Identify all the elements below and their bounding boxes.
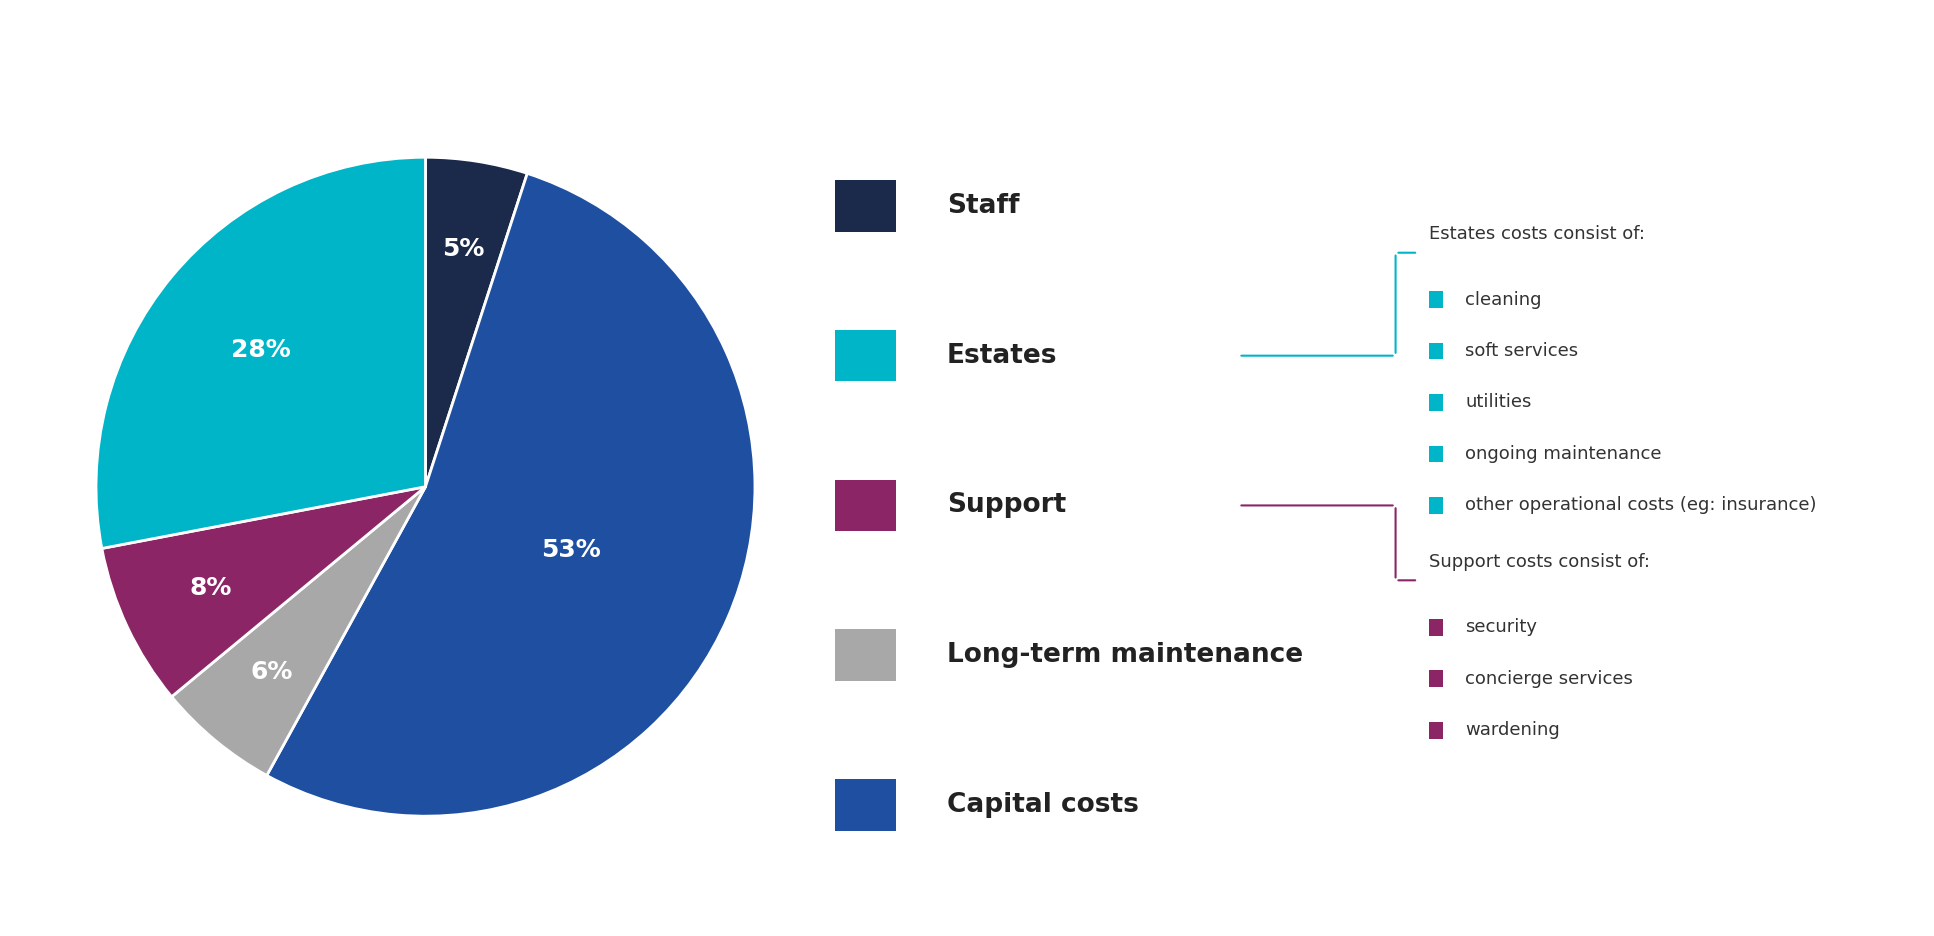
Wedge shape bbox=[172, 487, 425, 775]
Text: Staff: Staff bbox=[948, 193, 1019, 219]
Bar bbox=[835, 479, 897, 531]
Text: soft services: soft services bbox=[1466, 342, 1578, 360]
Text: What does my rent pay for?: What does my rent pay for? bbox=[501, 63, 1046, 96]
Bar bbox=[835, 629, 897, 681]
Text: 8%: 8% bbox=[190, 576, 232, 600]
Text: cleaning: cleaning bbox=[1466, 290, 1541, 309]
Text: Capital costs: Capital costs bbox=[948, 792, 1139, 818]
Text: other operational costs (eg: insurance): other operational costs (eg: insurance) bbox=[1466, 496, 1816, 515]
Bar bbox=[1429, 291, 1443, 308]
Text: 28%: 28% bbox=[230, 338, 290, 362]
Text: 53%: 53% bbox=[542, 537, 600, 562]
Text: Estates costs consist of:: Estates costs consist of: bbox=[1429, 226, 1646, 243]
Wedge shape bbox=[267, 173, 754, 816]
Wedge shape bbox=[425, 157, 528, 487]
Bar bbox=[835, 779, 897, 831]
Text: ongoing maintenance: ongoing maintenance bbox=[1466, 445, 1661, 463]
Text: 6%: 6% bbox=[251, 660, 294, 684]
Bar bbox=[1429, 343, 1443, 359]
Text: concierge services: concierge services bbox=[1466, 669, 1632, 688]
Bar bbox=[1429, 497, 1443, 514]
Text: Long-term maintenance: Long-term maintenance bbox=[948, 642, 1304, 668]
Bar bbox=[1429, 619, 1443, 636]
Bar bbox=[1429, 670, 1443, 687]
Text: wardening: wardening bbox=[1466, 721, 1561, 739]
Bar bbox=[835, 180, 897, 231]
Text: 5%: 5% bbox=[441, 237, 484, 261]
Wedge shape bbox=[97, 157, 425, 548]
Wedge shape bbox=[103, 487, 425, 696]
Text: Support: Support bbox=[948, 492, 1066, 519]
Text: Support costs consist of:: Support costs consist of: bbox=[1429, 553, 1650, 571]
Text: Estates: Estates bbox=[948, 343, 1058, 369]
Bar bbox=[1429, 722, 1443, 739]
Bar bbox=[835, 329, 897, 381]
Text: security: security bbox=[1466, 618, 1538, 636]
Bar bbox=[1429, 446, 1443, 462]
Bar bbox=[1429, 394, 1443, 411]
Text: utilities: utilities bbox=[1466, 393, 1532, 412]
